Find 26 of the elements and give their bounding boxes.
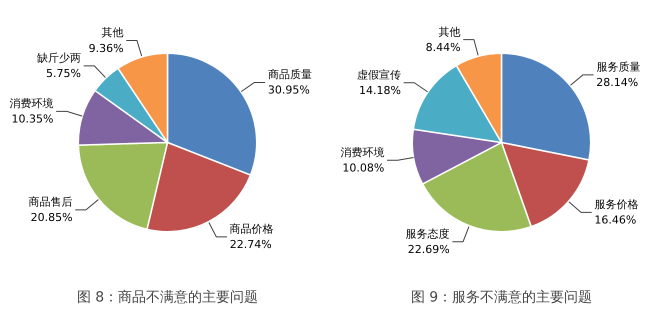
data-label: 28.14%	[596, 76, 638, 90]
text: 图 8：商品不满意的主要问题	[76, 290, 258, 306]
data-label: 30.95%	[268, 84, 310, 97]
data-label: 8.44%	[426, 40, 461, 54]
data-label: 22.74%	[230, 238, 272, 252]
slice-label: 服务质量	[596, 60, 640, 74]
text: 图 9：服务不满意的主要问题	[410, 290, 592, 306]
data-label: 10.08%	[342, 162, 384, 175]
slice-label: 缺斤少两	[36, 52, 81, 65]
data-label: 20.85%	[30, 211, 73, 224]
slice-label: 其他	[102, 26, 124, 40]
data-label: 10.35%	[12, 112, 54, 126]
data-label: 16.46%	[594, 214, 636, 227]
data-label: 22.69%	[408, 243, 450, 256]
slice-label: 商品价格	[230, 222, 274, 236]
data-label: 5.75%	[46, 67, 81, 80]
slice-label: 服务价格	[594, 198, 638, 212]
slice-label: 商品质量	[268, 68, 312, 82]
slice-label: 消费环境	[340, 146, 384, 159]
slice-label: 其他	[438, 25, 461, 38]
slice-label: 消费环境	[9, 97, 54, 110]
slice-label: 虚假宣传	[356, 68, 401, 82]
slice-label: 服务态度	[406, 227, 450, 240]
data-label: 14.18%	[359, 84, 401, 98]
slice-label: 商品售后	[28, 196, 73, 209]
data-label: 9.36%	[88, 42, 124, 55]
